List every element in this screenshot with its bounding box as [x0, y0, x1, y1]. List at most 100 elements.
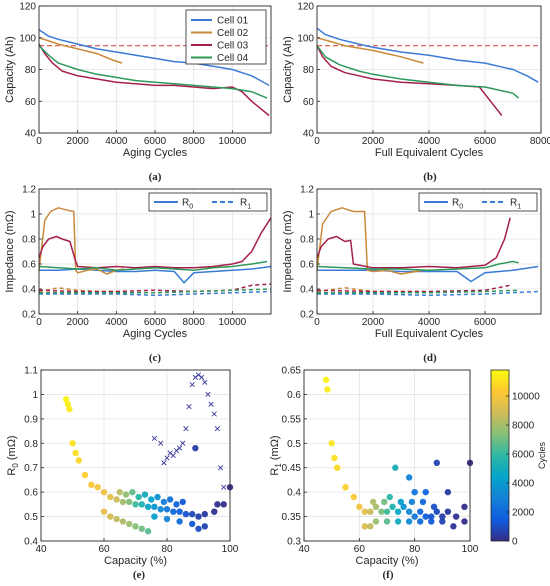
x-tick-label: 8000 [530, 136, 550, 147]
scatter-point [428, 513, 435, 520]
y-tick-label: 60 [303, 97, 315, 108]
scatter-point [356, 503, 363, 510]
panel-caption: (b) [423, 171, 437, 183]
cross-marker [151, 435, 158, 442]
colorbar-bar [490, 369, 510, 542]
x-tick-label: 60 [354, 544, 366, 555]
x-tick-label: 0 [36, 317, 42, 328]
scatter-point [444, 488, 452, 496]
scatter-point [394, 508, 402, 515]
scatter-point [62, 396, 70, 403]
x-tick-label: 4000 [105, 317, 128, 328]
scatter-point [173, 501, 180, 508]
scatter-point [107, 493, 114, 501]
scatter-point [113, 515, 120, 523]
scatter-point [126, 520, 133, 528]
scatter-point [141, 491, 149, 498]
scatter-point [81, 471, 89, 479]
y-tick-label: 0.2 [22, 310, 36, 321]
scatter-point [381, 498, 388, 506]
cross-marker [211, 411, 217, 417]
scatter-point [411, 488, 418, 496]
y-axis-label: Capacity (Ah) [4, 36, 16, 103]
scatter-point [433, 508, 440, 515]
legend-label-main: R [182, 198, 189, 209]
colorbar-tick-label: 10000 [512, 392, 540, 403]
legend-label: Cell 02 [217, 28, 249, 39]
x-tick-label: 10000 [218, 136, 246, 147]
scatter-point [107, 513, 114, 520]
scatter-point [439, 518, 446, 525]
x-tick-label: 60 [98, 544, 110, 555]
scatter-point [160, 498, 168, 506]
y-tick-label: 0.45 [282, 463, 302, 474]
panel-d: 0 2000 4000 6000 0.2 0.4 0.6 0.8 1 1.2 Full Equiva… [282, 185, 542, 364]
scatter-point [417, 508, 424, 515]
scatter-point [189, 520, 196, 528]
cross-marker [186, 404, 192, 410]
legend-label-main: R [452, 198, 459, 209]
y-tick-label: 100 [19, 33, 36, 44]
scatter-point [328, 440, 335, 447]
scatter-point [170, 508, 177, 515]
scatter-point [122, 491, 130, 498]
panel-b: 0 2000 4000 6000 8000 40 60 80 100 120 Full Equiva… [282, 2, 550, 184]
legend-label-sub: 1 [247, 204, 251, 211]
scatter-point [129, 488, 136, 496]
cross-marker [176, 445, 183, 451]
y-tick-label: 0.2 [300, 310, 314, 321]
cross-marker [217, 465, 224, 471]
y-tick-label: 1 [30, 210, 36, 221]
x-tick-label: 4000 [418, 317, 441, 328]
scatter-point [138, 501, 145, 508]
scatter-point [195, 525, 202, 532]
x-tick-label: 0 [314, 136, 320, 147]
axes-frame [40, 369, 231, 542]
plot-area [41, 370, 230, 541]
scatter-point [214, 501, 221, 508]
y-tick-label: 0.6 [300, 260, 314, 271]
scatter-point [144, 503, 152, 510]
scatter-point [405, 474, 413, 481]
scatter-point [100, 508, 108, 515]
panel-caption: (f) [383, 569, 394, 581]
cross-marker [158, 440, 164, 446]
scatter-point [220, 501, 227, 508]
y-tick-label: 80 [303, 65, 315, 76]
cross-marker [167, 450, 173, 456]
scatter-point [75, 457, 83, 464]
scatter-point [324, 386, 331, 393]
y-axis-label: Impedance (mΩ) [282, 210, 294, 292]
scatter-point [372, 518, 380, 525]
series-line [38, 207, 125, 275]
y-tick-label: 0.4 [300, 285, 314, 296]
y-tick-label: 0.8 [300, 235, 314, 246]
x-tick-label: 4000 [105, 136, 128, 147]
scatter-point [367, 523, 374, 530]
y-tick-label: 1.1 [24, 366, 38, 377]
legend-box [418, 192, 538, 212]
scatter-point [378, 508, 385, 515]
scatter-point [163, 515, 171, 523]
panel-caption: (c) [149, 352, 162, 364]
colorbar-tick-label: 6000 [512, 450, 535, 461]
x-tick-label: 100 [462, 544, 479, 555]
x-axis-label: Full Equivalent Cycles [375, 328, 484, 340]
series-line [38, 45, 268, 99]
y-tick-label: 1.2 [300, 185, 314, 196]
legend-label-main: R [510, 198, 517, 209]
scatter-point [132, 501, 139, 508]
scatter-point [430, 503, 438, 510]
scatter-point [88, 481, 95, 489]
axes-frame [303, 369, 471, 542]
series-line [317, 289, 519, 294]
scatter-point [144, 528, 152, 535]
scatter-point [367, 508, 374, 515]
panel-f: 40 60 80 100 0.3 0.35 0.4 0.45 0.5 0.55 0.6 0.65 Cap… [269, 366, 479, 582]
x-tick-label: 80 [161, 544, 173, 555]
y-tick-label: 0.6 [22, 260, 36, 271]
x-tick-label: 100 [222, 544, 239, 555]
scatter-point [342, 484, 349, 491]
series-line [316, 45, 520, 99]
